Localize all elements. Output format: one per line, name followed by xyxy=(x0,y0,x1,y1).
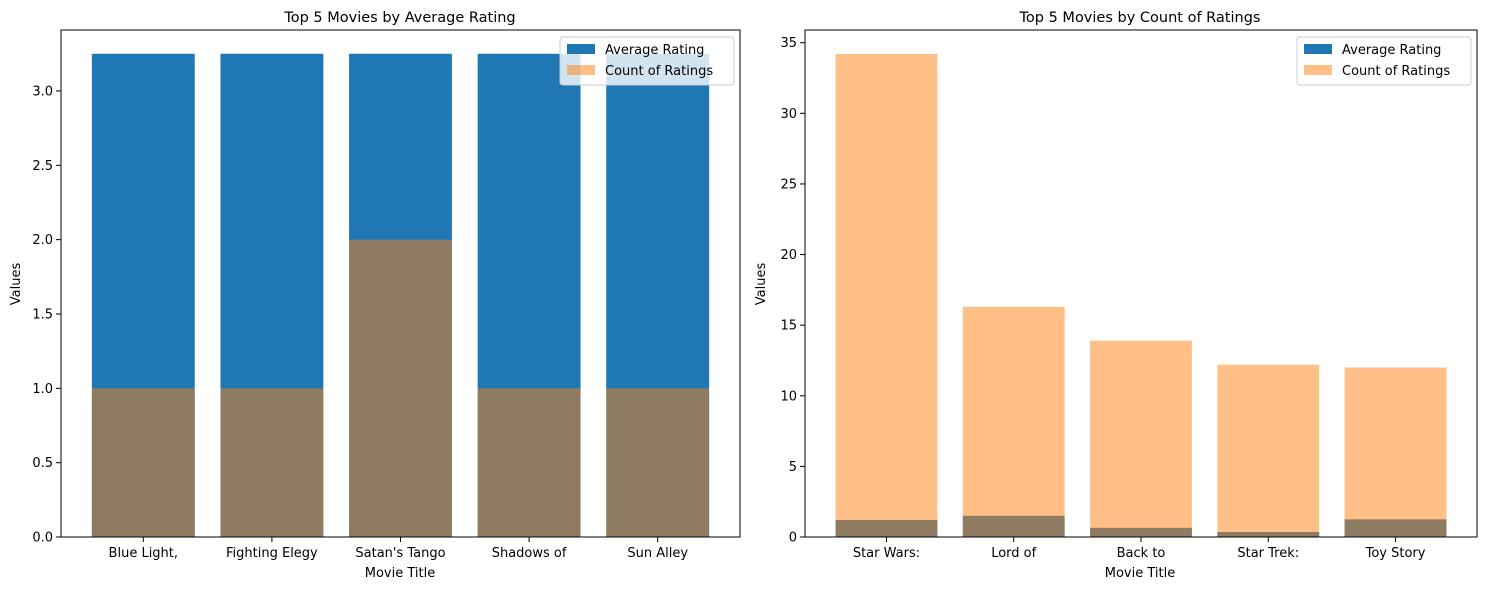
y-tick-label: 30 xyxy=(780,107,797,122)
y-tick-label: 5 xyxy=(789,460,797,475)
bar-count-of-ratings-lord-of xyxy=(962,306,1065,537)
bar-count-of-ratings-fighting-elegy xyxy=(220,388,324,537)
legend-label-average-rating: Average Rating xyxy=(1342,43,1441,58)
legend-swatch-count-of-ratings xyxy=(1304,65,1332,75)
chart-count-of-ratings: Top 5 Movies by Count of Ratings Movie T… xyxy=(754,10,1478,581)
legend-swatch-average-rating xyxy=(1304,44,1332,54)
y-tick-label: 3.0 xyxy=(32,84,53,99)
y-tick-label: 1.0 xyxy=(32,382,53,397)
x-tick-label: Star Trek: xyxy=(1237,546,1299,561)
x-ticks: Blue Light, Fighting Elegy Satan's Tango Sh… xyxy=(109,537,688,561)
bar-count-of-ratings-star-trek xyxy=(1217,364,1320,537)
x-tick-label: Back to xyxy=(1117,546,1166,561)
x-tick-label: Satan's Tango xyxy=(355,546,445,561)
legend-swatch-count-of-ratings xyxy=(567,65,595,75)
bar-count-of-ratings-sun-alley xyxy=(606,388,710,537)
x-tick-label: Sun Alley xyxy=(627,546,688,561)
y-tick-label: 20 xyxy=(780,248,797,263)
x-tick-label: Toy Story xyxy=(1365,546,1426,561)
bars xyxy=(91,53,710,538)
series-count-of-ratings xyxy=(835,54,1447,537)
legend: Average Rating Count of Ratings xyxy=(559,36,735,86)
y-tick-label: 35 xyxy=(780,36,797,51)
y-axis-label: Values xyxy=(9,263,24,306)
y-tick-label: 25 xyxy=(780,177,797,192)
bar-count-of-ratings-back-to xyxy=(1090,340,1192,537)
legend: Average Rating Count of Ratings xyxy=(1296,36,1472,86)
y-tick-label: 2.5 xyxy=(32,159,53,174)
y-tick-label: 0 xyxy=(789,531,797,546)
legend-frame xyxy=(1296,36,1472,86)
series-count-of-ratings xyxy=(91,239,710,538)
y-tick-label: 0.0 xyxy=(32,531,53,546)
bar-count-of-ratings-star-wars xyxy=(835,54,938,537)
bar-count-of-ratings-blue-light xyxy=(91,388,195,537)
x-tick-label: Fighting Elegy xyxy=(226,546,318,561)
x-tick-label: Shadows of xyxy=(492,546,567,561)
bar-count-of-ratings-satan-s-tango xyxy=(349,239,452,538)
y-tick-label: 15 xyxy=(780,319,797,334)
legend-label-average-rating: Average Rating xyxy=(605,43,704,58)
legend-frame xyxy=(559,36,735,86)
y-axis-label: Values xyxy=(754,263,769,306)
x-axis-label: Movie Title xyxy=(365,566,435,581)
y-ticks: 0 5 10 15 20 25 30 35 xyxy=(780,36,805,546)
x-tick-label: Star Wars: xyxy=(853,546,920,561)
y-tick-label: 0.5 xyxy=(32,456,53,471)
legend-label-count-of-ratings: Count of Ratings xyxy=(605,64,713,79)
x-ticks: Star Wars: Lord of Back to Star Trek: Toy St… xyxy=(853,537,1426,561)
x-tick-label: Blue Light, xyxy=(109,546,178,561)
legend-swatch-average-rating xyxy=(567,44,595,54)
x-tick-label: Lord of xyxy=(991,546,1036,561)
bar-count-of-ratings-toy-story xyxy=(1344,367,1447,537)
chart-average-rating: Top 5 Movies by Average Rating Movie Tit… xyxy=(9,10,741,581)
y-tick-label: 2.0 xyxy=(32,233,53,248)
chart-title: Top 5 Movies by Count of Ratings xyxy=(1019,10,1261,26)
legend-label-count-of-ratings: Count of Ratings xyxy=(1342,64,1450,79)
x-axis-label: Movie Title xyxy=(1105,566,1175,581)
bars xyxy=(835,54,1447,537)
y-tick-label: 1.5 xyxy=(32,307,53,322)
y-ticks: 0.0 0.5 1.0 1.5 2.0 2.5 3.0 xyxy=(32,84,61,546)
y-tick-label: 10 xyxy=(780,389,797,404)
chart-title: Top 5 Movies by Average Rating xyxy=(283,10,515,26)
bar-count-of-ratings-shadows-of xyxy=(477,388,581,537)
